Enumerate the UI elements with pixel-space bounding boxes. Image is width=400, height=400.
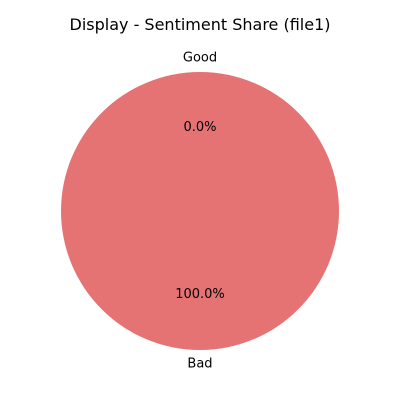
pie-slice-bad [61,72,339,350]
chart-title: Display - Sentiment Share (file1) [70,15,331,34]
pie-pct-label-bad: 100.0% [175,287,225,302]
pie-label-good: Good [183,51,217,66]
pie-pct-label-good: 0.0% [183,120,216,135]
pie-labels: Good 0.0% Bad 100.0% [175,51,225,372]
pie-label-bad: Bad [187,356,212,371]
pie-slices [61,72,339,350]
